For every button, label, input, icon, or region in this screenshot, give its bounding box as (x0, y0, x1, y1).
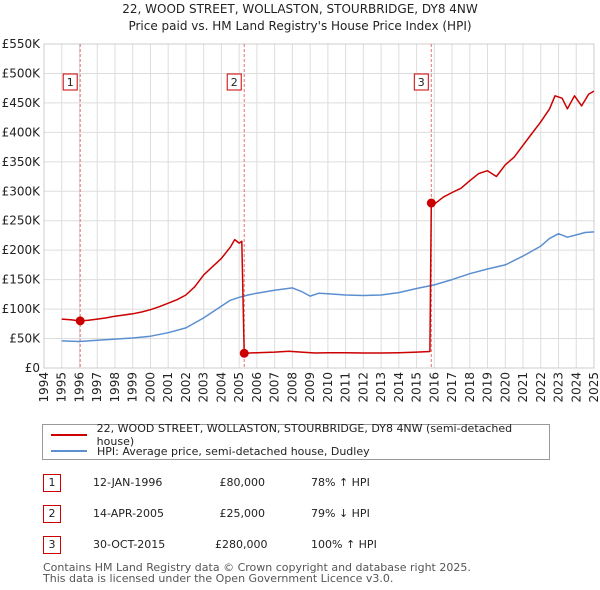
sale-price: £280,000 (215, 538, 268, 551)
y-tick-label: £400K (2, 125, 42, 139)
chart-subtitle: Price paid vs. HM Land Registry's House … (128, 19, 472, 33)
legend: 22, WOOD STREET, WOLLASTON, STOURBRIDGE,… (42, 422, 550, 460)
x-tick-label: 1999 (126, 372, 140, 403)
sale-price: £80,000 (219, 476, 266, 489)
sale-row: 2 14-APR-2005 £25,000 79% ↓ HPI (43, 505, 563, 525)
plot-area (44, 44, 594, 368)
sale-point (239, 348, 249, 358)
y-tick-label: £550K (2, 37, 42, 51)
y-tick-label: £450K (2, 96, 42, 110)
hpi-line (61, 231, 595, 343)
x-tick-label: 2023 (552, 372, 566, 403)
x-tick-label: 2018 (463, 372, 477, 403)
y-tick-label: £350K (2, 155, 42, 169)
x-tick-label: 2011 (339, 372, 353, 403)
sale-label-number: 2 (231, 76, 238, 89)
x-tick-label: 2001 (161, 372, 175, 403)
x-tick-label: 2002 (179, 372, 193, 403)
sale-point (75, 316, 85, 326)
legend-label-property: 22, WOOD STREET, WOLLASTON, STOURBRIDGE,… (96, 422, 513, 448)
y-tick-label: £300K (2, 184, 42, 198)
sale-label-number: 3 (418, 76, 425, 89)
x-tick-label: 2009 (303, 372, 317, 403)
footer-licence: This data is licensed under the Open Gov… (43, 572, 394, 585)
legend-item-hpi: HPI: Average price, semi-detached house,… (51, 443, 370, 459)
sale-label-box (226, 73, 242, 91)
x-tick-label: 2006 (250, 372, 264, 403)
y-tick-label: £200K (2, 243, 42, 257)
sale-price: £25,000 (219, 507, 266, 520)
sale-number-badge: 2 (43, 505, 61, 523)
x-tick-label: 1998 (108, 372, 122, 403)
x-tick-label: 1997 (90, 372, 104, 403)
sale-hpi-change: 78% ↑ HPI (311, 476, 370, 489)
sale-label-box (413, 73, 429, 91)
x-tick-label: 2015 (410, 372, 424, 403)
chart-title: 22, WOOD STREET, WOLLASTON, STOURBRIDGE,… (122, 2, 478, 16)
sale-hpi-change: 79% ↓ HPI (311, 507, 370, 520)
x-tick-label: 1996 (72, 372, 86, 403)
x-tick-label: 2003 (197, 372, 211, 403)
sale-point (426, 198, 436, 208)
x-tick-label: 2000 (143, 372, 157, 403)
x-tick-label: 2004 (214, 372, 228, 403)
x-tick-label: 2010 (321, 372, 335, 403)
x-tick-label: 2008 (285, 372, 299, 403)
y-tick-label: £50K (9, 332, 41, 346)
x-tick-label: 2016 (427, 372, 441, 403)
x-tick-label: 2017 (445, 372, 459, 403)
sale-row: 1 12-JAN-1996 £80,000 78% ↑ HPI (43, 474, 563, 494)
x-tick-label: 2007 (268, 372, 282, 403)
x-tick-label: 1995 (55, 372, 69, 403)
sale-label-box (62, 73, 78, 91)
footer-copyright: Contains HM Land Registry data © Crown c… (43, 561, 471, 574)
y-tick-label: £150K (2, 273, 42, 287)
x-tick-label: 2020 (498, 372, 512, 403)
property-price-line (61, 90, 595, 355)
y-tick-label: £500K (2, 66, 42, 80)
sale-date: 14-APR-2005 (93, 507, 165, 520)
y-tick-label: £250K (2, 214, 42, 228)
sale-number-badge: 3 (43, 536, 61, 554)
x-tick-label: 2022 (534, 372, 548, 403)
legend-swatch-property (51, 434, 87, 436)
legend-item-property: 22, WOOD STREET, WOLLASTON, STOURBRIDGE,… (51, 422, 549, 448)
sale-date: 12-JAN-1996 (93, 476, 163, 489)
price-chart: £0 £50K £100K £150K £200K £250K £300K £350K £400… (2, 37, 600, 403)
legend-label-hpi: HPI: Average price, semi-detached house,… (97, 444, 370, 458)
sale-row: 3 30-OCT-2015 £280,000 100% ↑ HPI (43, 536, 563, 556)
x-tick-label: 2021 (516, 372, 530, 403)
sale-label-number: 1 (67, 76, 74, 89)
plot-frame (43, 43, 595, 369)
y-tick-label: £100K (2, 302, 42, 316)
x-tick-label: 1994 (37, 372, 51, 403)
sale-date: 30-OCT-2015 (93, 538, 166, 551)
sale-number-badge: 1 (43, 474, 61, 492)
x-tick-label: 2013 (374, 372, 388, 403)
y-tick-label: £0 (25, 361, 40, 375)
sale-hpi-change: 100% ↑ HPI (311, 538, 377, 551)
legend-swatch-hpi (51, 450, 87, 452)
x-tick-label: 2024 (569, 372, 583, 403)
x-tick-label: 2014 (392, 372, 406, 403)
x-tick-label: 2019 (481, 372, 495, 403)
x-tick-label: 2025 (587, 372, 600, 403)
x-tick-label: 2005 (232, 372, 246, 403)
x-tick-label: 2012 (356, 372, 370, 403)
